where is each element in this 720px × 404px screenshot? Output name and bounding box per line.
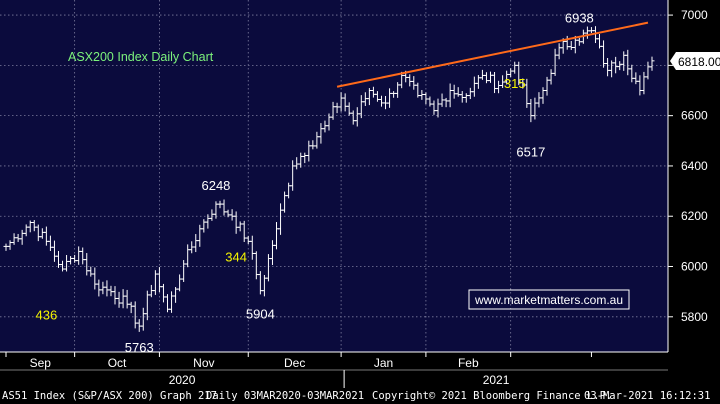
annotation-label: 315 — [504, 76, 526, 91]
annotation-label: 5763 — [125, 340, 154, 355]
annotation-label: 5904 — [246, 307, 275, 322]
annotations: 6938 6248 5904 5763 6517 436 344 315 — [36, 11, 594, 355]
price-bars — [3, 26, 655, 332]
month-label: Jan — [374, 356, 393, 370]
ohlc-bar — [649, 56, 655, 71]
status-range: Daily 03MAR2020-03MAR2021 — [206, 390, 365, 402]
annotation-label: 6248 — [201, 178, 230, 193]
annotation-label: 436 — [36, 307, 58, 322]
last-price-tag: 6818.00 — [670, 52, 720, 70]
status-copyright: Copyright© 2021 Bloomberg Finance L.P. — [372, 390, 613, 402]
y-tick-label: 6200 — [681, 209, 708, 223]
year-label: 2020 — [169, 373, 196, 387]
watermark-link[interactable]: www.marketmatters.com.au — [474, 293, 623, 307]
month-label: Feb — [458, 356, 479, 370]
status-ticker: AS51 Index (S&P/ASX 200) Graph 217 — [2, 390, 217, 402]
y-tick-label: 6400 — [681, 159, 708, 173]
resistance-trendline — [336, 21, 649, 88]
y-tick-label: 6000 — [681, 260, 708, 274]
month-label: Sep — [30, 356, 52, 370]
price-axis: 5800600062006400660068007000 — [667, 0, 708, 352]
year-label: 2021 — [483, 373, 510, 387]
status-bar: AS51 Index (S&P/ASX 200) Graph 217 Daily… — [0, 388, 720, 404]
annotation-label: 6517 — [516, 145, 545, 160]
chart-title: ASX200 Index Daily Chart — [68, 50, 214, 64]
annotation-label: 6938 — [565, 11, 594, 26]
gridlines — [0, 0, 668, 352]
last-price-label: 6818.00 — [678, 55, 720, 69]
y-tick-label: 7000 — [681, 8, 708, 22]
month-label: Dec — [284, 356, 305, 370]
month-label: Nov — [193, 356, 214, 370]
date-axis: Sep Oct Nov Dec Jan Feb 2020 2021 — [0, 351, 668, 388]
status-timestamp: 03-Mar-2021 16:12:31 — [584, 390, 711, 402]
annotation-label: 344 — [225, 249, 247, 264]
y-tick-label: 6600 — [681, 109, 708, 123]
watermark-box — [468, 289, 630, 310]
y-tick-label: 5800 — [681, 310, 708, 324]
month-label: Oct — [108, 356, 127, 370]
